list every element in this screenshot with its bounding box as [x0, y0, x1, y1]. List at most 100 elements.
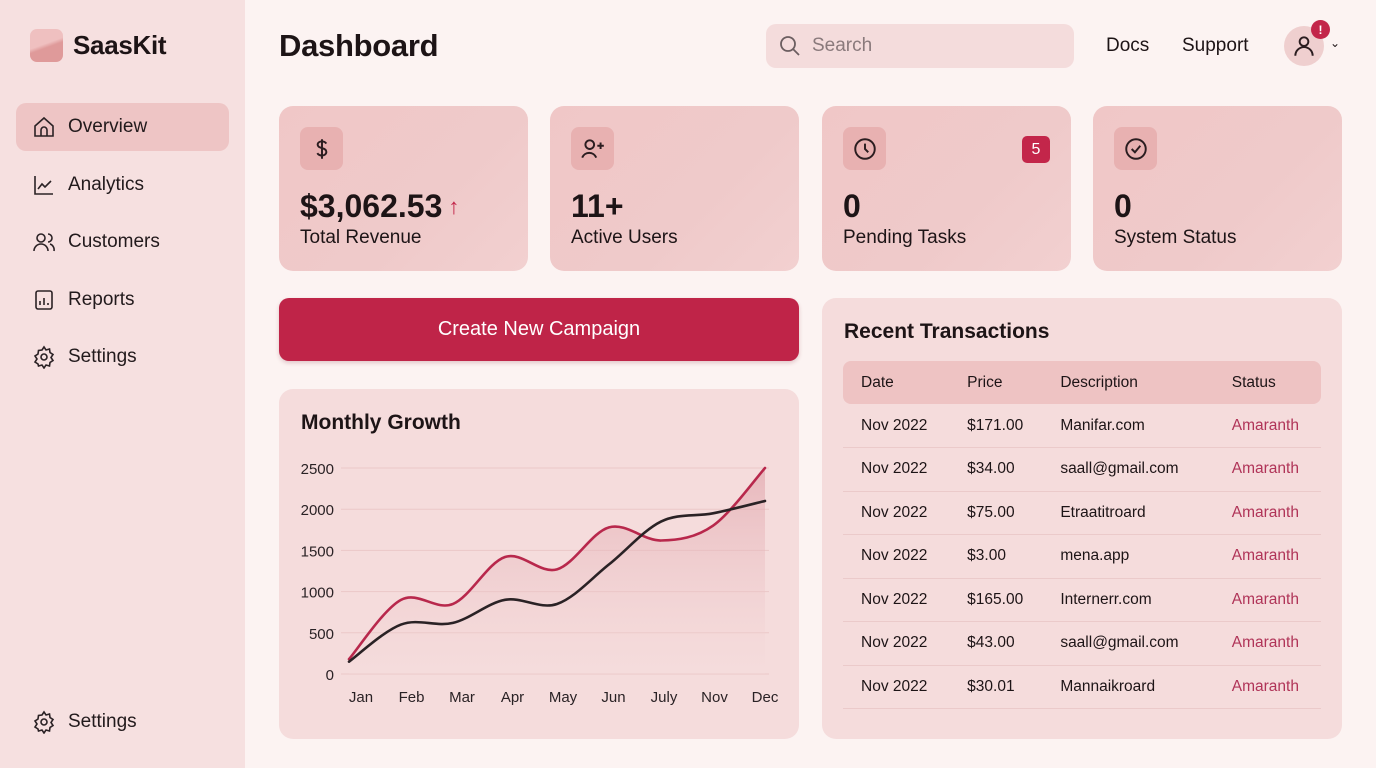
price-cell: $75.00: [949, 491, 1043, 535]
sidebar-item-customers[interactable]: Customers: [16, 218, 229, 266]
search-input[interactable]: [812, 35, 1052, 57]
sidebar-item-label: Customers: [68, 231, 160, 252]
stat-value: $3,062.53: [300, 188, 443, 224]
chevron-down-icon[interactable]: ⌄: [1330, 36, 1341, 50]
price-cell: $171.00: [949, 404, 1043, 448]
x-tick-label: Jun: [601, 689, 625, 706]
count-badge: 5: [1022, 136, 1050, 163]
table-row[interactable]: Nov 2022 $165.00 Internerr.com Amaranth: [843, 578, 1321, 622]
gear-icon: [33, 710, 55, 734]
stat-card-users: 11+ Active Users: [550, 106, 799, 271]
price-cell: $43.00: [949, 621, 1043, 666]
sidebar-item-analytics[interactable]: Analytics: [16, 161, 229, 209]
sidebar-item-label: Reports: [68, 288, 135, 310]
app-name: SaasKit: [73, 30, 167, 60]
description-cell: saall@gmail.com: [1042, 621, 1214, 666]
stat-value: 0: [843, 188, 861, 224]
sidebar-item-label: Settings: [68, 711, 137, 732]
y-tick-label: 2000: [301, 502, 334, 519]
y-tick-label: 1000: [301, 585, 334, 602]
date-cell: Nov 2022: [843, 491, 950, 535]
create-campaign-button[interactable]: Create New Campaign: [279, 298, 799, 361]
sidebar-item-settings[interactable]: Settings: [16, 333, 229, 381]
users-icon: [33, 233, 55, 252]
stat-value: 11+: [571, 188, 624, 224]
description-cell: Mannaikroard: [1042, 665, 1214, 709]
status-cell: Amaranth: [1213, 665, 1321, 709]
check-circle-icon: [1114, 127, 1157, 170]
user-icon: [1294, 36, 1314, 56]
sidebar-item-label: Analytics: [68, 173, 145, 195]
status-cell: Amaranth: [1213, 491, 1321, 535]
x-tick-label: May: [549, 689, 578, 706]
sidebar-item-label: Overview: [68, 116, 148, 137]
y-tick-label: 500: [309, 626, 334, 643]
price-cell: $34.00: [949, 447, 1043, 492]
description-cell: saall@gmail.com: [1042, 447, 1214, 492]
table-row[interactable]: Nov 2022 $3.00 mena.app Amaranth: [843, 534, 1321, 579]
dollar-icon: [300, 127, 343, 170]
sidebar-item-reports[interactable]: Reports: [16, 276, 229, 324]
date-cell: Nov 2022: [843, 404, 950, 448]
x-tick-label: Apr: [501, 689, 524, 706]
status-cell: Amaranth: [1213, 578, 1321, 622]
transactions-table: Date Price Description Status Nov 2022 $171.…: [843, 361, 1321, 709]
table-row[interactable]: Nov 2022 $171.00 Manifar.com Amaranth: [843, 404, 1321, 448]
y-tick-label: 2500: [301, 461, 334, 478]
x-tick-label: Mar: [449, 689, 475, 706]
sidebar-bottom: Settings: [16, 698, 229, 756]
stat-card-revenue: $3,062.53 ↑ Total Revenue: [279, 106, 528, 271]
home-icon: [34, 116, 54, 137]
column-header[interactable]: Description: [1060, 373, 1138, 391]
status-cell: Amaranth: [1213, 447, 1321, 492]
report-icon: [35, 289, 53, 310]
table-row[interactable]: Nov 2022 $34.00 saall@gmail.com Amaranth: [843, 447, 1321, 492]
table-row[interactable]: Nov 2022 $30.01 Mannaikroard Amaranth: [843, 665, 1321, 709]
stat-label: Active Users: [571, 227, 678, 248]
x-tick-label: Jan: [349, 689, 373, 706]
column-header[interactable]: Date: [861, 373, 894, 391]
y-tick-label: 1500: [301, 543, 334, 560]
clock-icon: [843, 127, 886, 170]
support-link[interactable]: Support: [1182, 35, 1249, 56]
sidebar-item-settings-bottom[interactable]: Settings: [16, 698, 229, 746]
stat-label: System Status: [1114, 227, 1237, 248]
stat-value: 0: [1114, 188, 1132, 224]
description-cell: Internerr.com: [1042, 578, 1214, 622]
recent-transactions: Recent Transactions Date Price Description…: [822, 298, 1342, 739]
search-icon: [780, 36, 800, 56]
date-cell: Nov 2022: [843, 534, 950, 579]
price-cell: $165.00: [949, 578, 1043, 622]
status-cell: Amaranth: [1213, 534, 1321, 579]
table-header: Date Price Description Status: [843, 361, 1321, 404]
search-bar[interactable]: [766, 24, 1074, 68]
logo[interactable]: SaasKit: [30, 29, 167, 62]
area-fill: [349, 468, 765, 674]
stat-label: Pending Tasks: [843, 227, 967, 248]
stat-card-status: 0 System Status: [1093, 106, 1342, 271]
sidebar-item-overview[interactable]: Overview: [16, 103, 229, 151]
gear-icon: [33, 345, 55, 369]
sidebar: SaasKit Overview Analytics Customers Rep…: [0, 0, 245, 768]
docs-link[interactable]: Docs: [1106, 35, 1150, 56]
status-cell: Amaranth: [1213, 404, 1321, 448]
column-header[interactable]: Price: [967, 373, 1003, 391]
stat-card-tasks: 5 0 Pending Tasks: [822, 106, 1071, 271]
monthly-growth-chart: 0 500 1000 1500 2000 2500 Jan Feb Mar Apr May Jun Ju…: [279, 389, 799, 739]
stat-label: Total Revenue: [300, 227, 422, 248]
date-cell: Nov 2022: [843, 578, 950, 622]
table-row[interactable]: Nov 2022 $43.00 saall@gmail.com Amaranth: [843, 621, 1321, 666]
series-line-2: [347, 499, 767, 663]
table-row[interactable]: Nov 2022 $75.00 Etraatitroard Amaranth: [843, 491, 1321, 535]
chart-svg: 0 500 1000 1500 2000 2500 Jan Feb Mar Apr May Jun Ju…: [301, 461, 779, 706]
user-plus-icon: [571, 127, 614, 170]
sidebar-item-label: Settings: [68, 346, 137, 367]
y-tick-label: 0: [326, 667, 334, 684]
trend-up-icon: ↑: [448, 193, 460, 219]
price-cell: $30.01: [949, 665, 1043, 709]
column-header[interactable]: Status: [1231, 373, 1276, 391]
sidebar-nav: Overview Analytics Customers Reports Set…: [16, 103, 229, 391]
series-line-1: [347, 466, 767, 661]
status-cell: Amaranth: [1213, 621, 1321, 666]
line-chart-icon: [34, 175, 53, 195]
